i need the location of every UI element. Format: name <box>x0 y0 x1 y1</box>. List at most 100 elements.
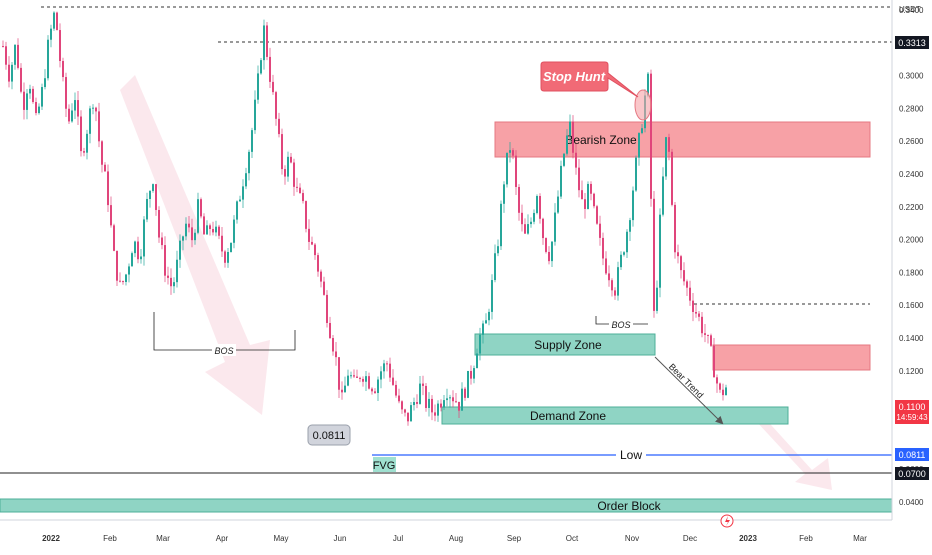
candle-body <box>509 150 511 153</box>
candle-body <box>338 357 340 390</box>
candle-body <box>38 106 40 114</box>
order-block-zone[interactable] <box>0 498 893 513</box>
candle-body <box>275 92 277 119</box>
last-price-label: 0.1100 <box>899 402 926 412</box>
candle-body <box>50 28 52 40</box>
candle-body <box>521 212 523 225</box>
bearish-zone-label: Bearish Zone <box>565 133 637 147</box>
candle-body <box>446 398 448 401</box>
time-tick-10: Nov <box>625 534 639 543</box>
candle-body <box>365 376 367 382</box>
price-tick-8: 0.1800 <box>899 268 924 277</box>
candle-body <box>341 389 343 393</box>
candle-body <box>269 56 271 82</box>
candle-body <box>59 30 61 61</box>
candle-body <box>356 376 358 378</box>
candle-body <box>620 254 622 268</box>
candle-body <box>8 64 10 82</box>
candle-body <box>497 246 499 254</box>
candle-body <box>665 137 667 177</box>
candle-body <box>383 363 385 372</box>
candle-body <box>344 385 346 393</box>
candle-body <box>656 287 658 311</box>
candle-body <box>92 107 94 109</box>
time-tick-3: Apr <box>216 534 229 543</box>
candle-body <box>560 165 562 197</box>
candle-body <box>722 389 724 396</box>
candle-body <box>368 376 370 389</box>
candle-body <box>533 212 535 222</box>
supply-zone[interactable] <box>474 333 656 356</box>
fvg-badge[interactable] <box>373 457 396 472</box>
upper-supply-zone[interactable] <box>712 344 871 371</box>
candle-body <box>32 88 34 103</box>
price-tick-9: 0.1600 <box>899 301 924 310</box>
candle-body <box>332 338 334 352</box>
candle-body <box>14 44 16 65</box>
candle-body <box>689 287 691 301</box>
order-block-tag <box>895 467 929 480</box>
candle-body <box>248 151 250 174</box>
candle-body <box>281 134 283 170</box>
price-tick-2: 0.3000 <box>899 72 924 81</box>
candle-body <box>242 186 244 200</box>
low-label: Low <box>620 448 642 462</box>
candle-body <box>311 241 313 245</box>
last-price-tag <box>895 400 929 424</box>
candle-body <box>530 221 532 225</box>
candle-body <box>704 333 706 335</box>
candle-body <box>203 216 205 235</box>
candle-body <box>11 64 13 82</box>
candle-body <box>395 384 397 396</box>
candle-body <box>209 225 211 229</box>
candle-body <box>347 375 349 386</box>
candle-body <box>176 259 178 283</box>
price-tick-5: 0.2400 <box>899 170 924 179</box>
candle-body <box>278 118 280 135</box>
candle-body <box>284 169 286 177</box>
candle-body <box>410 405 412 422</box>
candle-body <box>407 412 409 422</box>
candle-body <box>674 204 676 253</box>
candle-body <box>41 87 43 107</box>
time-tick-4: May <box>273 534 288 543</box>
bos-label: BOS <box>214 346 233 356</box>
candle-body <box>494 253 496 281</box>
candle-body <box>116 250 118 281</box>
candle-body <box>590 183 592 194</box>
candle-body <box>575 152 577 168</box>
candle-body <box>239 199 241 202</box>
candle-body <box>173 282 175 287</box>
candle-body <box>44 78 46 88</box>
time-tick-14: Mar <box>853 534 867 543</box>
high-tag <box>895 36 929 49</box>
candle-body <box>524 224 526 234</box>
stop-hunt-circle[interactable] <box>634 89 652 121</box>
candle-body <box>308 228 310 242</box>
low-value-label: 0.0811 <box>313 430 346 442</box>
candle-body <box>653 198 655 311</box>
candle-body <box>578 167 580 191</box>
candle-body <box>707 334 709 336</box>
candle-body <box>74 100 76 111</box>
candle-body <box>581 190 583 200</box>
candle-body <box>221 235 223 252</box>
candle-body <box>152 184 154 191</box>
candle-body <box>617 267 619 296</box>
time-tick-12: 2023 <box>739 534 757 543</box>
candle-body <box>26 93 28 110</box>
candle-body <box>476 353 478 369</box>
demand-zone[interactable] <box>441 406 789 425</box>
stop-hunt-callout[interactable] <box>540 61 639 98</box>
price-tick-6: 0.2200 <box>899 203 924 212</box>
bos2-label: BOS <box>611 320 630 330</box>
candle-body <box>155 184 157 210</box>
candle-body <box>215 226 217 233</box>
candle-body <box>329 322 331 339</box>
time-tick-2: Mar <box>156 534 170 543</box>
candle-body <box>302 193 304 202</box>
bearish-zone[interactable] <box>494 121 871 158</box>
bos-label-bg <box>212 344 236 356</box>
candle-body <box>293 162 295 187</box>
